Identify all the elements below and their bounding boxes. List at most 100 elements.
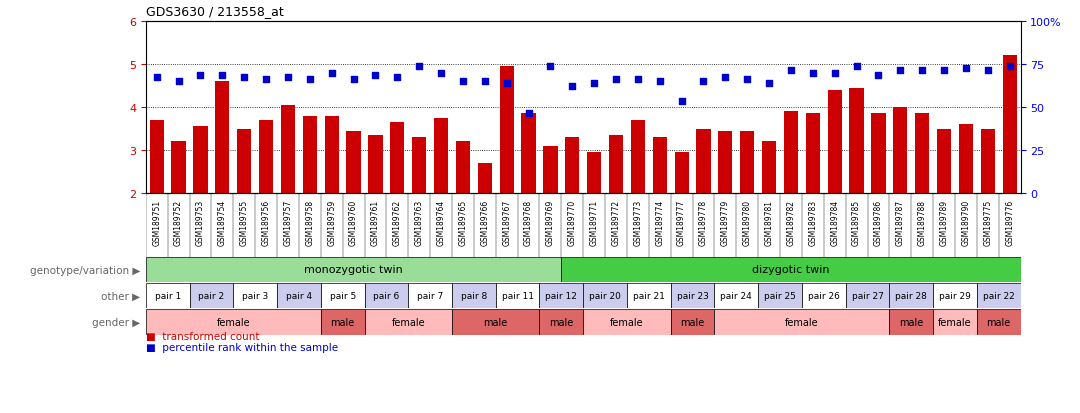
Text: pair 6: pair 6 [374,291,400,300]
Bar [915,114,929,194]
Text: pair 25: pair 25 [764,291,796,300]
Bar [321,309,365,335]
Point [585,81,603,88]
Bar [146,257,562,282]
Point [519,111,537,117]
Bar [697,129,711,194]
Bar [522,114,536,194]
Bar [390,123,404,194]
Point [455,79,472,85]
Point [280,74,297,81]
Text: female: female [391,317,426,327]
Text: female: female [610,317,644,327]
Bar [413,138,427,194]
Bar [1002,56,1016,194]
Text: pair 29: pair 29 [939,291,971,300]
Text: pair 4: pair 4 [286,291,312,300]
Point [892,68,909,75]
Text: female: female [216,317,251,327]
Point [673,98,690,104]
Text: pair 5: pair 5 [329,291,355,300]
Point [651,79,669,85]
Bar [715,309,890,335]
Point [323,70,340,77]
Bar [172,142,186,194]
Bar [540,309,583,335]
Bar [259,121,273,194]
Text: male: male [987,317,1011,327]
Text: ■  transformed count: ■ transformed count [146,331,259,342]
Bar [893,108,907,194]
Bar [977,283,1021,308]
Bar [758,283,802,308]
Text: female: female [785,317,819,327]
Bar [540,283,583,308]
Point [170,79,187,85]
Text: pair 24: pair 24 [720,291,752,300]
Bar [302,116,316,194]
Text: gender ▶: gender ▶ [92,317,140,327]
Point [192,72,210,79]
Text: pair 1: pair 1 [154,291,180,300]
Bar [827,90,841,194]
Bar [562,257,1021,282]
Bar [146,283,190,308]
Bar [675,153,689,194]
Point [301,76,319,83]
Bar [671,283,715,308]
Point [476,79,494,85]
Bar [238,129,252,194]
Bar [850,88,864,194]
Bar [740,131,754,194]
Bar [365,283,408,308]
Text: genotype/variation ▶: genotype/variation ▶ [30,265,140,275]
Text: pair 8: pair 8 [461,291,487,300]
Bar [718,131,732,194]
Point [410,64,428,70]
Text: monozygotic twin: monozygotic twin [305,265,403,275]
Bar [278,283,321,308]
Bar [981,129,995,194]
Bar [627,283,671,308]
Bar [190,283,233,308]
Text: pair 26: pair 26 [808,291,840,300]
Text: male: male [330,317,354,327]
Bar [325,116,339,194]
Point [782,68,799,75]
Bar [321,283,365,308]
Point [564,83,581,90]
Point [542,64,559,70]
Bar [365,309,453,335]
Bar [543,146,557,194]
Bar [846,283,890,308]
Point [980,68,997,75]
Text: pair 12: pair 12 [545,291,578,300]
Point [367,72,384,79]
Bar [806,114,820,194]
Text: pair 22: pair 22 [983,291,1014,300]
Text: pair 23: pair 23 [676,291,708,300]
Point [848,64,865,70]
Text: male: male [550,317,573,327]
Point [957,66,974,72]
Bar [890,309,933,335]
Text: pair 27: pair 27 [851,291,883,300]
Bar [802,283,846,308]
Bar [146,309,321,335]
Bar [588,153,602,194]
Bar [477,164,491,194]
Point [432,70,449,77]
Text: pair 28: pair 28 [895,291,928,300]
Bar [933,309,977,335]
Bar [233,283,278,308]
Point [869,72,887,79]
Text: pair 3: pair 3 [242,291,268,300]
Bar [281,106,295,194]
Bar [150,121,164,194]
Point [694,79,712,85]
Bar [933,283,977,308]
Bar [453,283,496,308]
Bar [977,309,1021,335]
Bar [453,309,540,335]
Text: female: female [939,317,972,327]
